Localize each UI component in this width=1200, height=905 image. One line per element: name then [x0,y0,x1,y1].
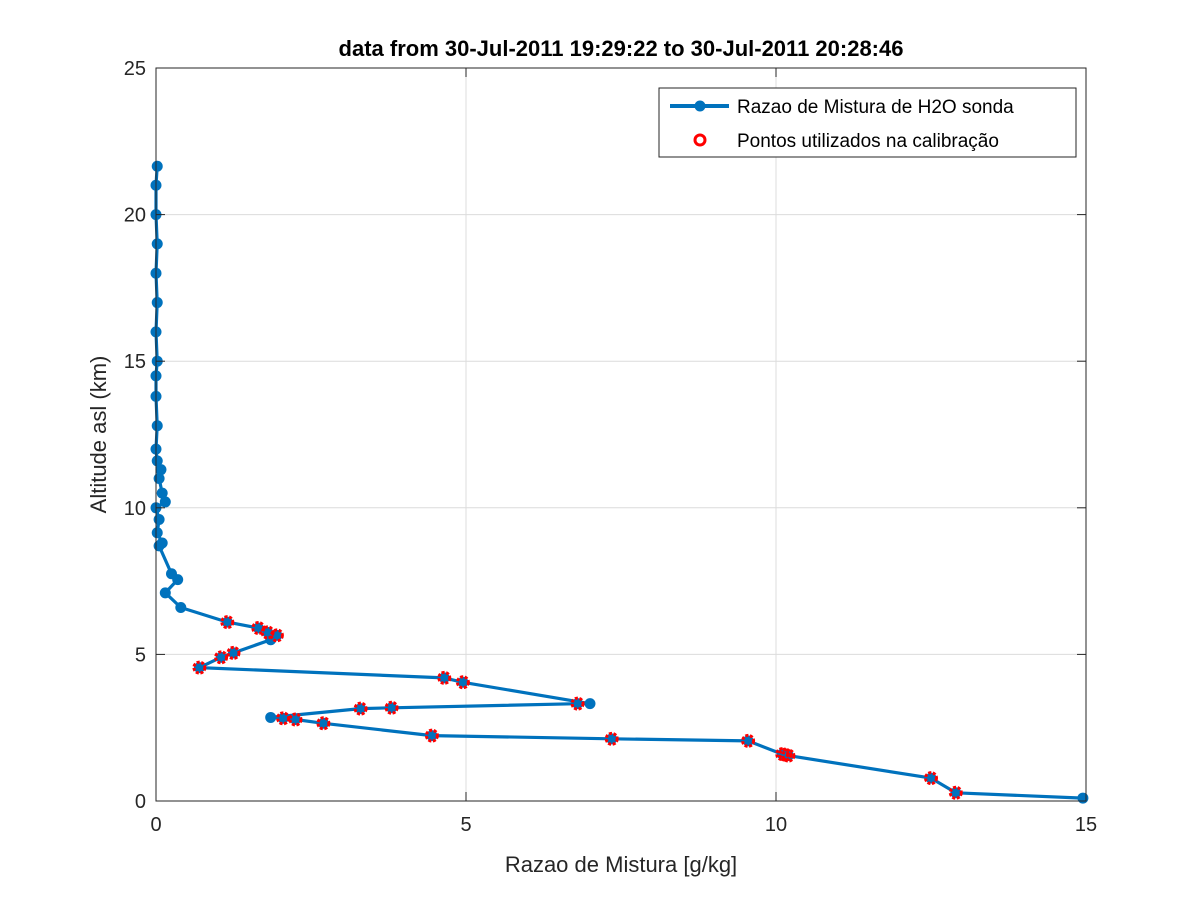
sonda-data-point [355,703,367,715]
sonda-data-point [156,537,168,549]
sonda-data-point [426,730,438,742]
legend-entry-sonda: Razao de Mistura de H2O sonda [737,97,1014,118]
calibration-point [276,711,291,726]
sonda-data-point [156,487,168,499]
x-axis-label: Razao de Mistura [g/kg] [505,852,737,877]
sonda-data-point [166,568,177,580]
calibration-point [604,731,619,746]
sonda-data-point [151,238,163,250]
sonda-data-point [572,698,584,710]
sonda-data-point [155,464,167,476]
plot-area [156,68,1086,801]
sonda-data-point [151,455,163,467]
calibration-point [288,712,303,727]
sonda-data-point [950,787,962,799]
calibration-point [948,785,963,800]
calibration-point [775,747,790,762]
calibration-point [741,733,756,748]
calibration-point [251,621,266,636]
calibration-point [437,670,452,685]
sonda-data-point [742,735,754,747]
sonda-data-point [151,297,163,309]
calibration-point [570,696,585,711]
ticks: 0 5 10 15 0 5 10 15 20 25 [124,58,1097,836]
sonda-data-point [925,772,937,784]
legend-box [658,87,1077,158]
sonda-data-point [290,713,301,725]
legend: Razao de Mistura de H2O sonda Pontos uti… [658,87,1077,158]
sonda-data-point [265,711,277,723]
y-tick-label: 10 [124,498,146,520]
y-tick-label: 15 [124,351,146,373]
chart-title: data from 30-Jul-2011 19:29:22 to 30-Jul… [339,36,904,61]
sonda-data-point [159,587,171,599]
sonda-data-point [277,712,289,724]
sonda-data-point [175,601,187,613]
calibration-point [260,625,275,640]
calibration-point [214,650,229,665]
legend-marker-sample [694,100,706,112]
calibration-point [269,628,284,643]
x-tick-label: 0 [150,814,161,836]
sonda-data-point [159,496,171,508]
sonda-data-point [151,420,163,432]
sonda-data-point [151,160,163,172]
sonda-data-point [252,622,264,634]
calibration-point [192,660,207,675]
calibration-point [226,645,241,660]
legend-calibration-marker [693,133,707,147]
sonda-data-point [606,733,618,745]
sonda-data-point [584,698,596,710]
x-tick-label: 15 [1075,814,1097,836]
sonda-data-point [228,647,239,659]
calibration-point [455,675,470,690]
legend-entry-calibration: Pontos utilizados na calibração [737,131,999,152]
sonda-data-point [151,527,163,539]
y-tick-label: 20 [124,205,146,227]
plot-frame [155,67,1087,802]
calibration-point [316,716,331,731]
calibration-point [353,701,368,716]
x-tick-label: 10 [765,814,787,836]
sonda-data-point [193,662,205,674]
sonda-data-point [215,651,227,663]
sonda-data-point [386,702,398,714]
sonda-data-point [438,672,450,684]
calibration-point [220,615,235,630]
y-tick-label: 25 [124,58,146,80]
sonda-data-point [153,514,165,526]
y-tick-label: 0 [135,791,146,813]
calibration-point [924,771,938,786]
sonda-data-point [221,616,233,628]
sonda-data-point [1077,792,1089,804]
sonda-data-point [457,676,469,688]
y-axis-label: Altitude asl (km) [86,356,111,514]
calibration-point [424,728,439,743]
x-tick-label: 5 [460,814,471,836]
y-tick-label: 5 [135,644,146,666]
sonda-data-point [317,717,329,729]
calibration-point [384,700,399,715]
